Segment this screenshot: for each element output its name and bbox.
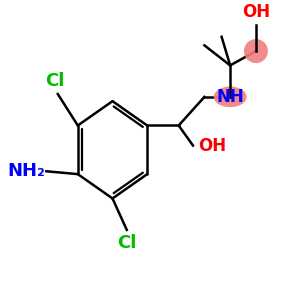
Ellipse shape — [214, 87, 247, 107]
Text: Cl: Cl — [117, 234, 136, 252]
Text: OH: OH — [198, 136, 226, 154]
Text: NH₂: NH₂ — [7, 162, 45, 180]
Text: NH: NH — [216, 88, 244, 106]
Text: Cl: Cl — [45, 72, 64, 90]
Circle shape — [244, 39, 268, 63]
Text: OH: OH — [242, 3, 270, 21]
